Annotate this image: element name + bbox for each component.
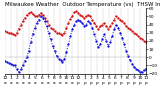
Text: Milwaukee Weather  Outdoor Temperature (vs)  THSW Index per Hour (Last 24 Hours): Milwaukee Weather Outdoor Temperature (v… [5, 2, 160, 7]
